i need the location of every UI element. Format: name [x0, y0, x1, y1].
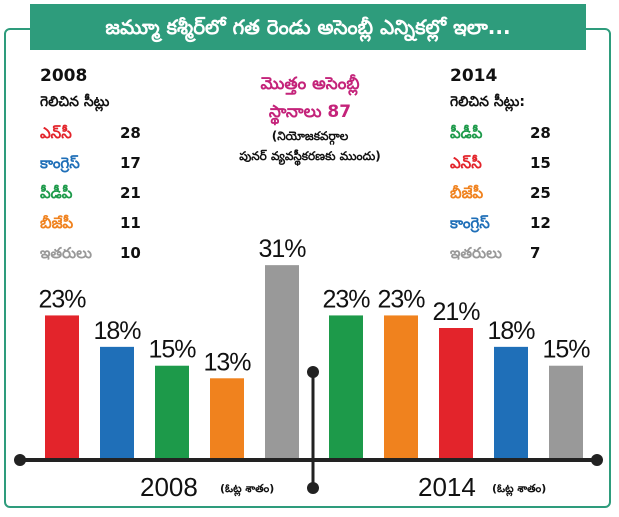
page-title: జమ్మూ కశ్మీర్‌లో గత రెండు అసెంబ్లీ ఎన్ని… [30, 4, 586, 50]
right-seat-row: పీడీపీ 28 [450, 120, 551, 146]
party-name: కాంగ్రెస్ [40, 154, 80, 172]
party-name: బీజేపీ [450, 184, 484, 202]
bar [210, 378, 244, 460]
bar-value-label: 15% [148, 336, 196, 364]
group-sublabel: (ఓట్ల శాతం) [492, 482, 546, 497]
bar-value-label: 18% [93, 317, 141, 345]
divider-marker [307, 366, 319, 378]
seat-count: 15 [530, 154, 551, 172]
right-seat-row: ఇతరులు 7 [450, 240, 540, 266]
bar [265, 265, 299, 460]
right-panel-header: 2014 గెలిచిన సీట్లు: [450, 66, 525, 113]
party-name: ఇతరులు [450, 244, 502, 262]
seat-count: 25 [530, 184, 551, 202]
left-panel-year: 2008 [40, 66, 88, 86]
seat-count: 11 [120, 214, 141, 232]
left-seat-row: ఇతరులు 10 [40, 240, 141, 266]
bar [155, 365, 189, 460]
left-panel-header: 2008 గెలిచిన సీట్లు [40, 66, 109, 113]
bar [329, 315, 363, 460]
axis-end-marker [591, 454, 603, 466]
right-seat-row: కాంగ్రెస్ 12 [450, 210, 551, 236]
group-sublabel: (ఓట్ల శాతం) [220, 482, 274, 497]
bar-value-label: 15% [542, 336, 590, 364]
note-line-3: (నియోజకవర్గాల [271, 129, 349, 143]
seat-count: 12 [530, 214, 551, 232]
axis-end-marker [14, 454, 26, 466]
bar-value-label: 23% [38, 285, 86, 313]
seat-count: 7 [530, 244, 541, 262]
left-seat-row: కాంగ్రెస్ 17 [40, 150, 141, 176]
right-seat-row: ఎన్‌సీ 15 [450, 150, 551, 176]
bar-value-label: 18% [487, 317, 535, 345]
party-name: ఇతరులు [40, 244, 92, 262]
note-line-1: మొత్తం అసెంబ్లీ [260, 74, 360, 94]
bar [494, 346, 528, 460]
seat-count: 28 [530, 124, 551, 142]
total-seats-note: మొత్తం అసెంబ్లీ స్థానాలు 87 (నియోజకవర్గా… [210, 70, 410, 166]
left-seat-row: బీజేపీ 11 [40, 210, 141, 236]
left-seat-row: పీడీపీ 21 [40, 180, 141, 206]
party-name: ఎన్‌సీ [450, 154, 482, 172]
bar-value-label: 21% [432, 298, 480, 326]
group-year-label: 2008 [140, 472, 198, 502]
party-name: పీడీపీ [40, 184, 73, 202]
bar [45, 315, 79, 460]
party-name: పీడీపీ [450, 124, 483, 142]
bar [439, 328, 473, 460]
bar-value-label: 31% [258, 235, 306, 263]
note-line-4: పునర్ వ్యవస్థీకరణకు ముందు) [239, 149, 381, 163]
seat-count: 21 [120, 184, 141, 202]
divider-marker [307, 482, 319, 494]
seat-count: 17 [120, 154, 141, 172]
bar-value-label: 13% [203, 348, 251, 376]
right-panel-year: 2014 [450, 66, 498, 86]
bar-value-label: 23% [322, 285, 370, 313]
left-panel-subtitle: గెలిచిన సీట్లు [40, 94, 110, 110]
bar [549, 365, 583, 460]
party-name: బీజేపీ [40, 214, 74, 232]
party-name: కాంగ్రెస్ [450, 214, 490, 232]
note-line-2: స్థానాలు 87 [268, 102, 352, 122]
right-panel-subtitle: గెలిచిన సీట్లు: [450, 94, 525, 110]
bar-value-label: 23% [377, 285, 425, 313]
party-name: ఎన్‌సీ [40, 124, 72, 142]
seat-count: 28 [120, 124, 141, 142]
left-seat-row: ఎన్‌సీ 28 [40, 120, 141, 146]
right-seat-row: బీజేపీ 25 [450, 180, 551, 206]
group-year-label: 2014 [418, 472, 476, 502]
seat-count: 10 [120, 244, 141, 262]
bar [384, 315, 418, 460]
bar [100, 346, 134, 460]
